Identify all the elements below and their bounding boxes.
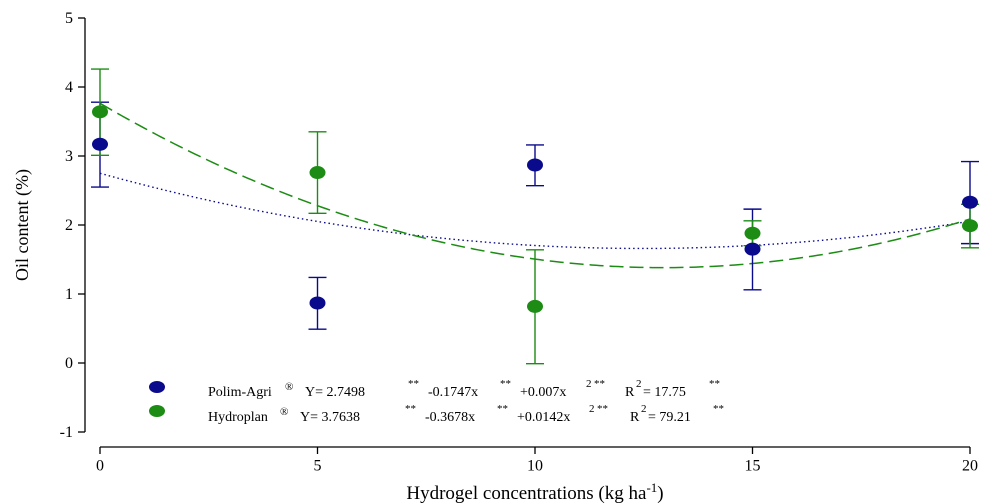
axes: 0 5 10 15 20 -1 0 1 2 3 4 5 bbox=[60, 10, 978, 474]
y-tick-label: 0 bbox=[65, 355, 73, 372]
legend-entry-hydroplan: Hydroplan ® Y= 3.7638 ** -0.3678x ** +0.0142x 2… bbox=[149, 403, 724, 425]
x-ticks: 0 5 10 15 20 bbox=[96, 447, 978, 474]
x-tick-label: 5 bbox=[314, 457, 322, 474]
legend-equation-polim-agri: Polim-Agri ® Y= 2.7498 ** -0.1747x ** +0.007x 2… bbox=[208, 378, 720, 400]
legend-entry-polim-agri: Polim-Agri ® Y= 2.7498 ** -0.1747x ** +0.007x 2… bbox=[149, 378, 720, 400]
y-tick-label: 5 bbox=[65, 10, 73, 27]
legend-name-polim-agri: Polim-Agri bbox=[208, 385, 272, 400]
legend-r2-sup-hydroplan: 2 bbox=[641, 403, 647, 415]
legend-sig-r2-polim-agri: ** bbox=[709, 378, 720, 390]
x-tick-label: 10 bbox=[527, 457, 543, 474]
legend-name-hydroplan: Hydroplan bbox=[208, 410, 268, 425]
point-hydroplan bbox=[92, 105, 108, 119]
legend-eq-c-polim-agri: +0.007x bbox=[520, 385, 566, 400]
point-polim-agri bbox=[962, 195, 978, 209]
legend-eq-b-hydroplan: -0.3678x bbox=[425, 410, 475, 425]
y-tick-label: 2 bbox=[65, 217, 73, 234]
x-axis-label: Hydrogel concentrations (kg ha-1) bbox=[406, 480, 663, 504]
legend-sup-c-polim-agri: 2 bbox=[586, 378, 592, 390]
legend-sig-y-hydroplan: ** bbox=[405, 403, 416, 415]
legend-marker-polim-agri bbox=[149, 381, 165, 393]
legend-sig-c-hydroplan: ** bbox=[597, 403, 608, 415]
x-axis-label-main: Hydrogel concentrations (kg ha bbox=[406, 483, 647, 504]
legend-r2-value-polim-agri: = 17.75 bbox=[643, 385, 686, 400]
point-polim-agri bbox=[309, 296, 326, 310]
legend-reg-polim-agri: ® bbox=[285, 381, 293, 393]
legend-reg-hydroplan: ® bbox=[280, 406, 288, 418]
legend-sig-b-hydroplan: ** bbox=[497, 403, 508, 415]
x-tick-label: 15 bbox=[745, 457, 761, 474]
point-polim-agri bbox=[92, 137, 108, 151]
y-tick-label: -1 bbox=[60, 424, 73, 441]
point-polim-agri bbox=[744, 242, 761, 256]
legend-r2-sup-polim-agri: 2 bbox=[636, 378, 642, 390]
x-tick-label: 20 bbox=[962, 457, 978, 474]
point-polim-agri bbox=[527, 158, 543, 172]
legend-eq-b-polim-agri: -0.1747x bbox=[428, 385, 478, 400]
x-axis-label-close: ) bbox=[657, 483, 663, 504]
legend-eq-c-hydroplan: +0.0142x bbox=[517, 410, 570, 425]
legend-sig-b-polim-agri: ** bbox=[500, 378, 511, 390]
x-tick-label: 0 bbox=[96, 457, 104, 474]
error-bars bbox=[91, 68, 979, 365]
legend: Polim-Agri ® Y= 2.7498 ** -0.1747x ** +0.007x 2… bbox=[149, 378, 724, 425]
legend-sig-c-polim-agri: ** bbox=[594, 378, 605, 390]
y-axis-label: Oil content (%) bbox=[12, 169, 33, 281]
point-hydroplan bbox=[744, 226, 761, 240]
point-hydroplan bbox=[962, 219, 978, 233]
point-hydroplan bbox=[309, 166, 326, 180]
legend-r2-value-hydroplan: = 79.21 bbox=[648, 410, 691, 425]
legend-equation-hydroplan: Hydroplan ® Y= 3.7638 ** -0.3678x ** +0.0142x 2… bbox=[208, 403, 724, 425]
legend-sig-r2-hydroplan: ** bbox=[713, 403, 724, 415]
legend-eq-y-hydroplan: Y= 3.7638 bbox=[300, 410, 360, 425]
point-hydroplan bbox=[527, 299, 543, 313]
data-points bbox=[92, 105, 978, 313]
fit-curve-polim-agri bbox=[99, 172, 971, 250]
y-tick-label: 4 bbox=[65, 79, 73, 96]
legend-eq-y-polim-agri: Y= 2.7498 bbox=[305, 385, 365, 400]
y-ticks: -1 0 1 2 3 4 5 bbox=[60, 10, 85, 441]
legend-r2-label-hydroplan: R bbox=[630, 410, 640, 425]
x-axis-label-sup: -1 bbox=[646, 480, 657, 495]
legend-marker-hydroplan bbox=[149, 405, 165, 417]
y-tick-label: 1 bbox=[65, 286, 73, 303]
legend-sup-c-hydroplan: 2 bbox=[589, 403, 595, 415]
y-tick-label: 3 bbox=[65, 148, 73, 165]
legend-sig-y-polim-agri: ** bbox=[408, 378, 419, 390]
legend-r2-label-polim-agri: R bbox=[625, 385, 635, 400]
